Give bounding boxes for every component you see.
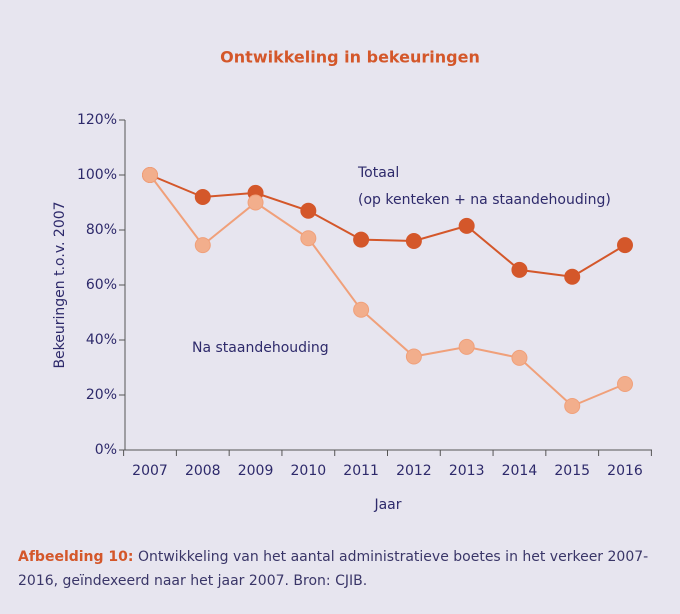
chart-title: Ontwikkeling in bekeuringen xyxy=(220,48,480,67)
marker xyxy=(300,202,317,219)
y-tick-label: 0% xyxy=(95,442,117,458)
marker xyxy=(511,261,528,278)
marker xyxy=(617,376,633,392)
marker xyxy=(458,338,475,355)
marker xyxy=(247,194,264,211)
marker xyxy=(194,237,211,254)
x-tick-label: 2007 xyxy=(132,463,168,479)
x-tick-label: 2011 xyxy=(343,463,379,479)
x-tick-label: 2015 xyxy=(554,463,590,479)
marker xyxy=(142,167,158,183)
series-line xyxy=(149,174,626,278)
caption-label: Afbeelding 10: xyxy=(18,549,134,565)
marker xyxy=(564,398,581,414)
x-tick-label: 2008 xyxy=(185,463,221,479)
y-axis-label: Bekeuringen t.o.v. 2007 xyxy=(52,201,68,368)
series-label: Totaal xyxy=(357,165,399,181)
marker xyxy=(353,301,370,318)
x-tick-label: 2013 xyxy=(449,463,485,479)
marker xyxy=(458,217,475,234)
annotation: (op kenteken + na staandehouding) xyxy=(358,192,611,208)
y-tick-label: 100% xyxy=(77,167,117,183)
marker xyxy=(405,348,422,365)
series-label: Na staandehouding xyxy=(192,340,329,356)
x-tick-label: 2016 xyxy=(607,463,643,479)
y-tick-label: 80% xyxy=(86,222,117,238)
marker xyxy=(353,231,370,248)
marker xyxy=(405,233,422,249)
marker xyxy=(511,349,528,366)
caption: Afbeelding 10: Ontwikkeling van het aant… xyxy=(18,545,668,593)
caption-text: Ontwikkeling van het aantal administrati… xyxy=(18,549,649,589)
x-axis-label: Jaar xyxy=(373,497,401,513)
marker xyxy=(564,268,581,285)
marker xyxy=(194,189,211,205)
x-tick-label: 2014 xyxy=(502,463,538,479)
y-tick-label: 60% xyxy=(86,277,117,293)
y-tick-label: 40% xyxy=(86,332,117,348)
chart: Ontwikkeling in bekeuringen Jaar Bekeuri… xyxy=(52,48,652,513)
x-tick-label: 2009 xyxy=(238,463,274,479)
x-tick-label: 2012 xyxy=(396,463,432,479)
y-tick-label: 20% xyxy=(86,387,117,403)
marker xyxy=(300,230,317,247)
marker xyxy=(617,237,633,254)
x-tick-label: 2010 xyxy=(291,463,327,479)
series-line xyxy=(149,174,626,408)
y-tick-label: 120% xyxy=(77,112,117,128)
